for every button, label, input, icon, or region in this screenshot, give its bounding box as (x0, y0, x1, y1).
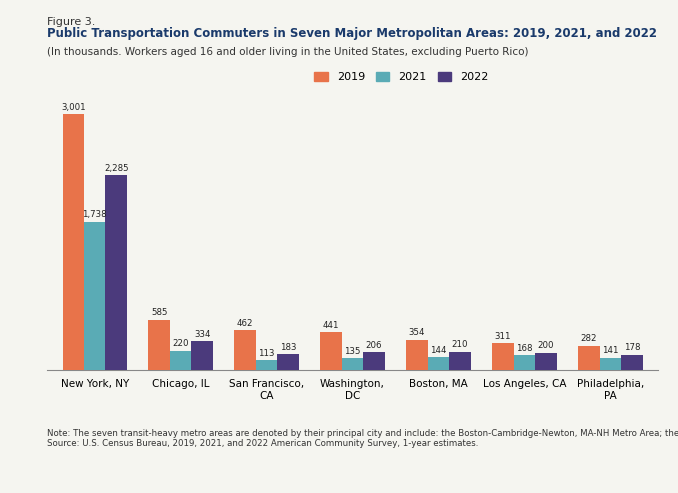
Text: 206: 206 (366, 341, 382, 350)
Text: 354: 354 (409, 328, 425, 337)
Text: 1,738: 1,738 (83, 210, 107, 219)
Text: 200: 200 (538, 341, 554, 350)
Text: 220: 220 (172, 340, 189, 349)
Bar (148, 320, 170, 370)
Bar (106, 175, 127, 370)
Bar (428, 357, 450, 370)
Text: 311: 311 (495, 332, 511, 341)
Text: 113: 113 (258, 349, 275, 357)
Bar (235, 330, 256, 370)
Text: 168: 168 (516, 344, 533, 353)
Text: Figure 3.: Figure 3. (47, 17, 96, 27)
Text: 210: 210 (452, 340, 468, 350)
Text: (In thousands. Workers aged 16 and older living in the United States, excluding : (In thousands. Workers aged 16 and older… (47, 47, 529, 57)
Bar (363, 352, 385, 370)
Bar (342, 358, 363, 370)
Text: 2,285: 2,285 (104, 164, 129, 173)
Bar (170, 351, 191, 370)
Bar (492, 343, 514, 370)
Bar (535, 352, 557, 370)
Text: 3,001: 3,001 (61, 103, 85, 111)
Text: 334: 334 (194, 330, 210, 339)
Text: 141: 141 (602, 346, 618, 355)
Text: 462: 462 (237, 319, 254, 328)
Bar (256, 360, 277, 370)
Text: 135: 135 (344, 347, 361, 356)
Bar (84, 222, 106, 370)
Text: 585: 585 (151, 309, 167, 317)
Bar (514, 355, 535, 370)
Text: Note: The seven transit-heavy metro areas are denoted by their principal city an: Note: The seven transit-heavy metro area… (47, 429, 678, 448)
Bar (277, 354, 299, 370)
Text: 282: 282 (580, 334, 597, 343)
Bar (320, 332, 342, 370)
Text: 178: 178 (624, 343, 640, 352)
Text: 183: 183 (280, 343, 296, 352)
Legend: 2019, 2021, 2022: 2019, 2021, 2022 (315, 72, 488, 82)
Text: Public Transportation Commuters in Seven Major Metropolitan Areas: 2019, 2021, a: Public Transportation Commuters in Seven… (47, 27, 658, 40)
Bar (578, 346, 599, 370)
Bar (599, 358, 621, 370)
Text: 441: 441 (323, 320, 339, 330)
Bar (621, 354, 643, 370)
Bar (62, 114, 84, 370)
Bar (191, 341, 213, 370)
Text: 144: 144 (431, 346, 447, 355)
Bar (406, 340, 428, 370)
Bar (450, 352, 471, 370)
